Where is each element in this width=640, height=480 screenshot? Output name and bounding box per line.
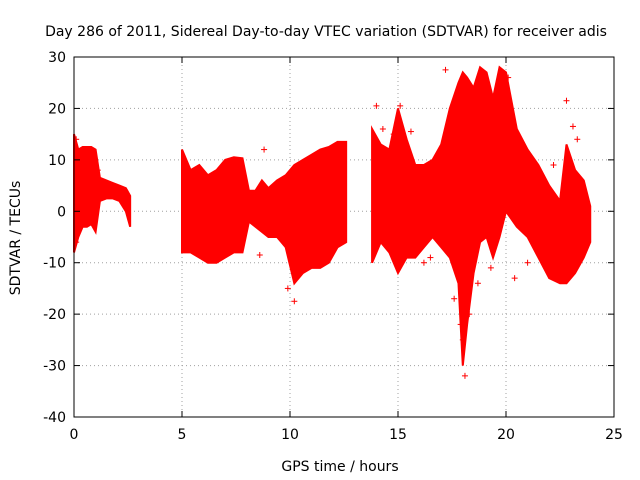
y-tick-label: -40 [43,410,66,426]
y-tick-label: 10 [48,153,66,169]
data-band [371,65,592,366]
data-point [420,259,427,266]
y-tick-label: -10 [43,256,66,272]
x-tick-label: 20 [497,427,515,443]
data-point [459,336,466,343]
axis-ticks: 0 5 10 15 20 25 -40 -30 -20 -10 0 10 20 30 [43,50,623,443]
x-tick-label: 15 [389,427,407,443]
x-tick-label: 5 [178,427,187,443]
data-point [291,298,298,305]
data-point [505,74,512,81]
data-point [390,131,397,138]
data-point [379,126,386,132]
data-point [466,311,473,318]
y-tick-label: -20 [43,307,66,323]
data-point [487,264,494,271]
y-tick-label: 20 [48,101,66,117]
data-point [457,321,464,328]
data-point [451,295,458,302]
data-point [550,162,557,168]
data-point [427,254,434,261]
data-point [397,102,404,109]
data-point [94,167,101,174]
data-point [442,66,449,73]
data-point [474,280,481,287]
y-tick-label: 30 [48,50,66,66]
data-band [181,140,348,286]
data-point [569,123,576,130]
x-tick-label: 25 [605,427,623,443]
plot-data [73,65,592,379]
y-tick-label: 0 [57,204,66,220]
chart-title: Day 286 of 2011, Sidereal Day-to-day VTE… [45,24,607,40]
data-point [256,252,263,258]
data-point [407,128,414,135]
y-tick-label: -30 [43,359,66,375]
plot-frame [73,56,615,418]
data-point [574,136,581,143]
data-point [563,97,570,104]
data-point [261,146,268,153]
data-point [373,102,380,109]
data-point [284,285,291,292]
data-point [578,198,585,204]
data-point [511,275,518,282]
x-tick-label: 10 [281,427,299,443]
y-axis-label: SDTVAR / TECUs [8,181,24,296]
data-point [524,259,531,266]
x-tick-label: 0 [70,427,79,443]
x-axis-label: GPS time / hours [281,459,398,475]
data-point [461,372,468,379]
